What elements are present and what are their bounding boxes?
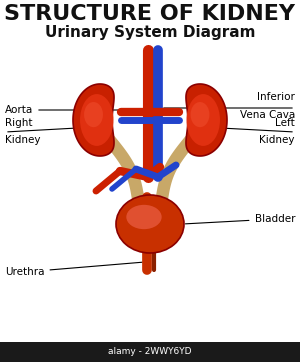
- Text: Inferior: Inferior: [257, 92, 295, 102]
- Text: Left: Left: [275, 118, 295, 128]
- Ellipse shape: [116, 195, 184, 253]
- Text: STRUCTURE OF KIDNEY: STRUCTURE OF KIDNEY: [4, 4, 296, 24]
- Bar: [0, 342, 300, 362]
- Text: Urethra: Urethra: [5, 262, 142, 277]
- Ellipse shape: [84, 102, 103, 127]
- Ellipse shape: [187, 94, 220, 146]
- Polygon shape: [186, 84, 227, 156]
- Text: Kidney: Kidney: [260, 135, 295, 145]
- Text: Kidney: Kidney: [5, 135, 41, 145]
- Ellipse shape: [126, 205, 162, 229]
- Text: Aorta: Aorta: [5, 105, 143, 115]
- Ellipse shape: [190, 102, 209, 127]
- Text: alamy - 2WWY6YD: alamy - 2WWY6YD: [108, 348, 192, 357]
- Ellipse shape: [80, 94, 113, 146]
- Text: Vena Cava: Vena Cava: [240, 110, 295, 120]
- Text: Urinary System Diagram: Urinary System Diagram: [45, 25, 255, 39]
- Text: Bladder: Bladder: [185, 214, 295, 224]
- Polygon shape: [73, 84, 114, 156]
- Text: Right: Right: [5, 118, 32, 128]
